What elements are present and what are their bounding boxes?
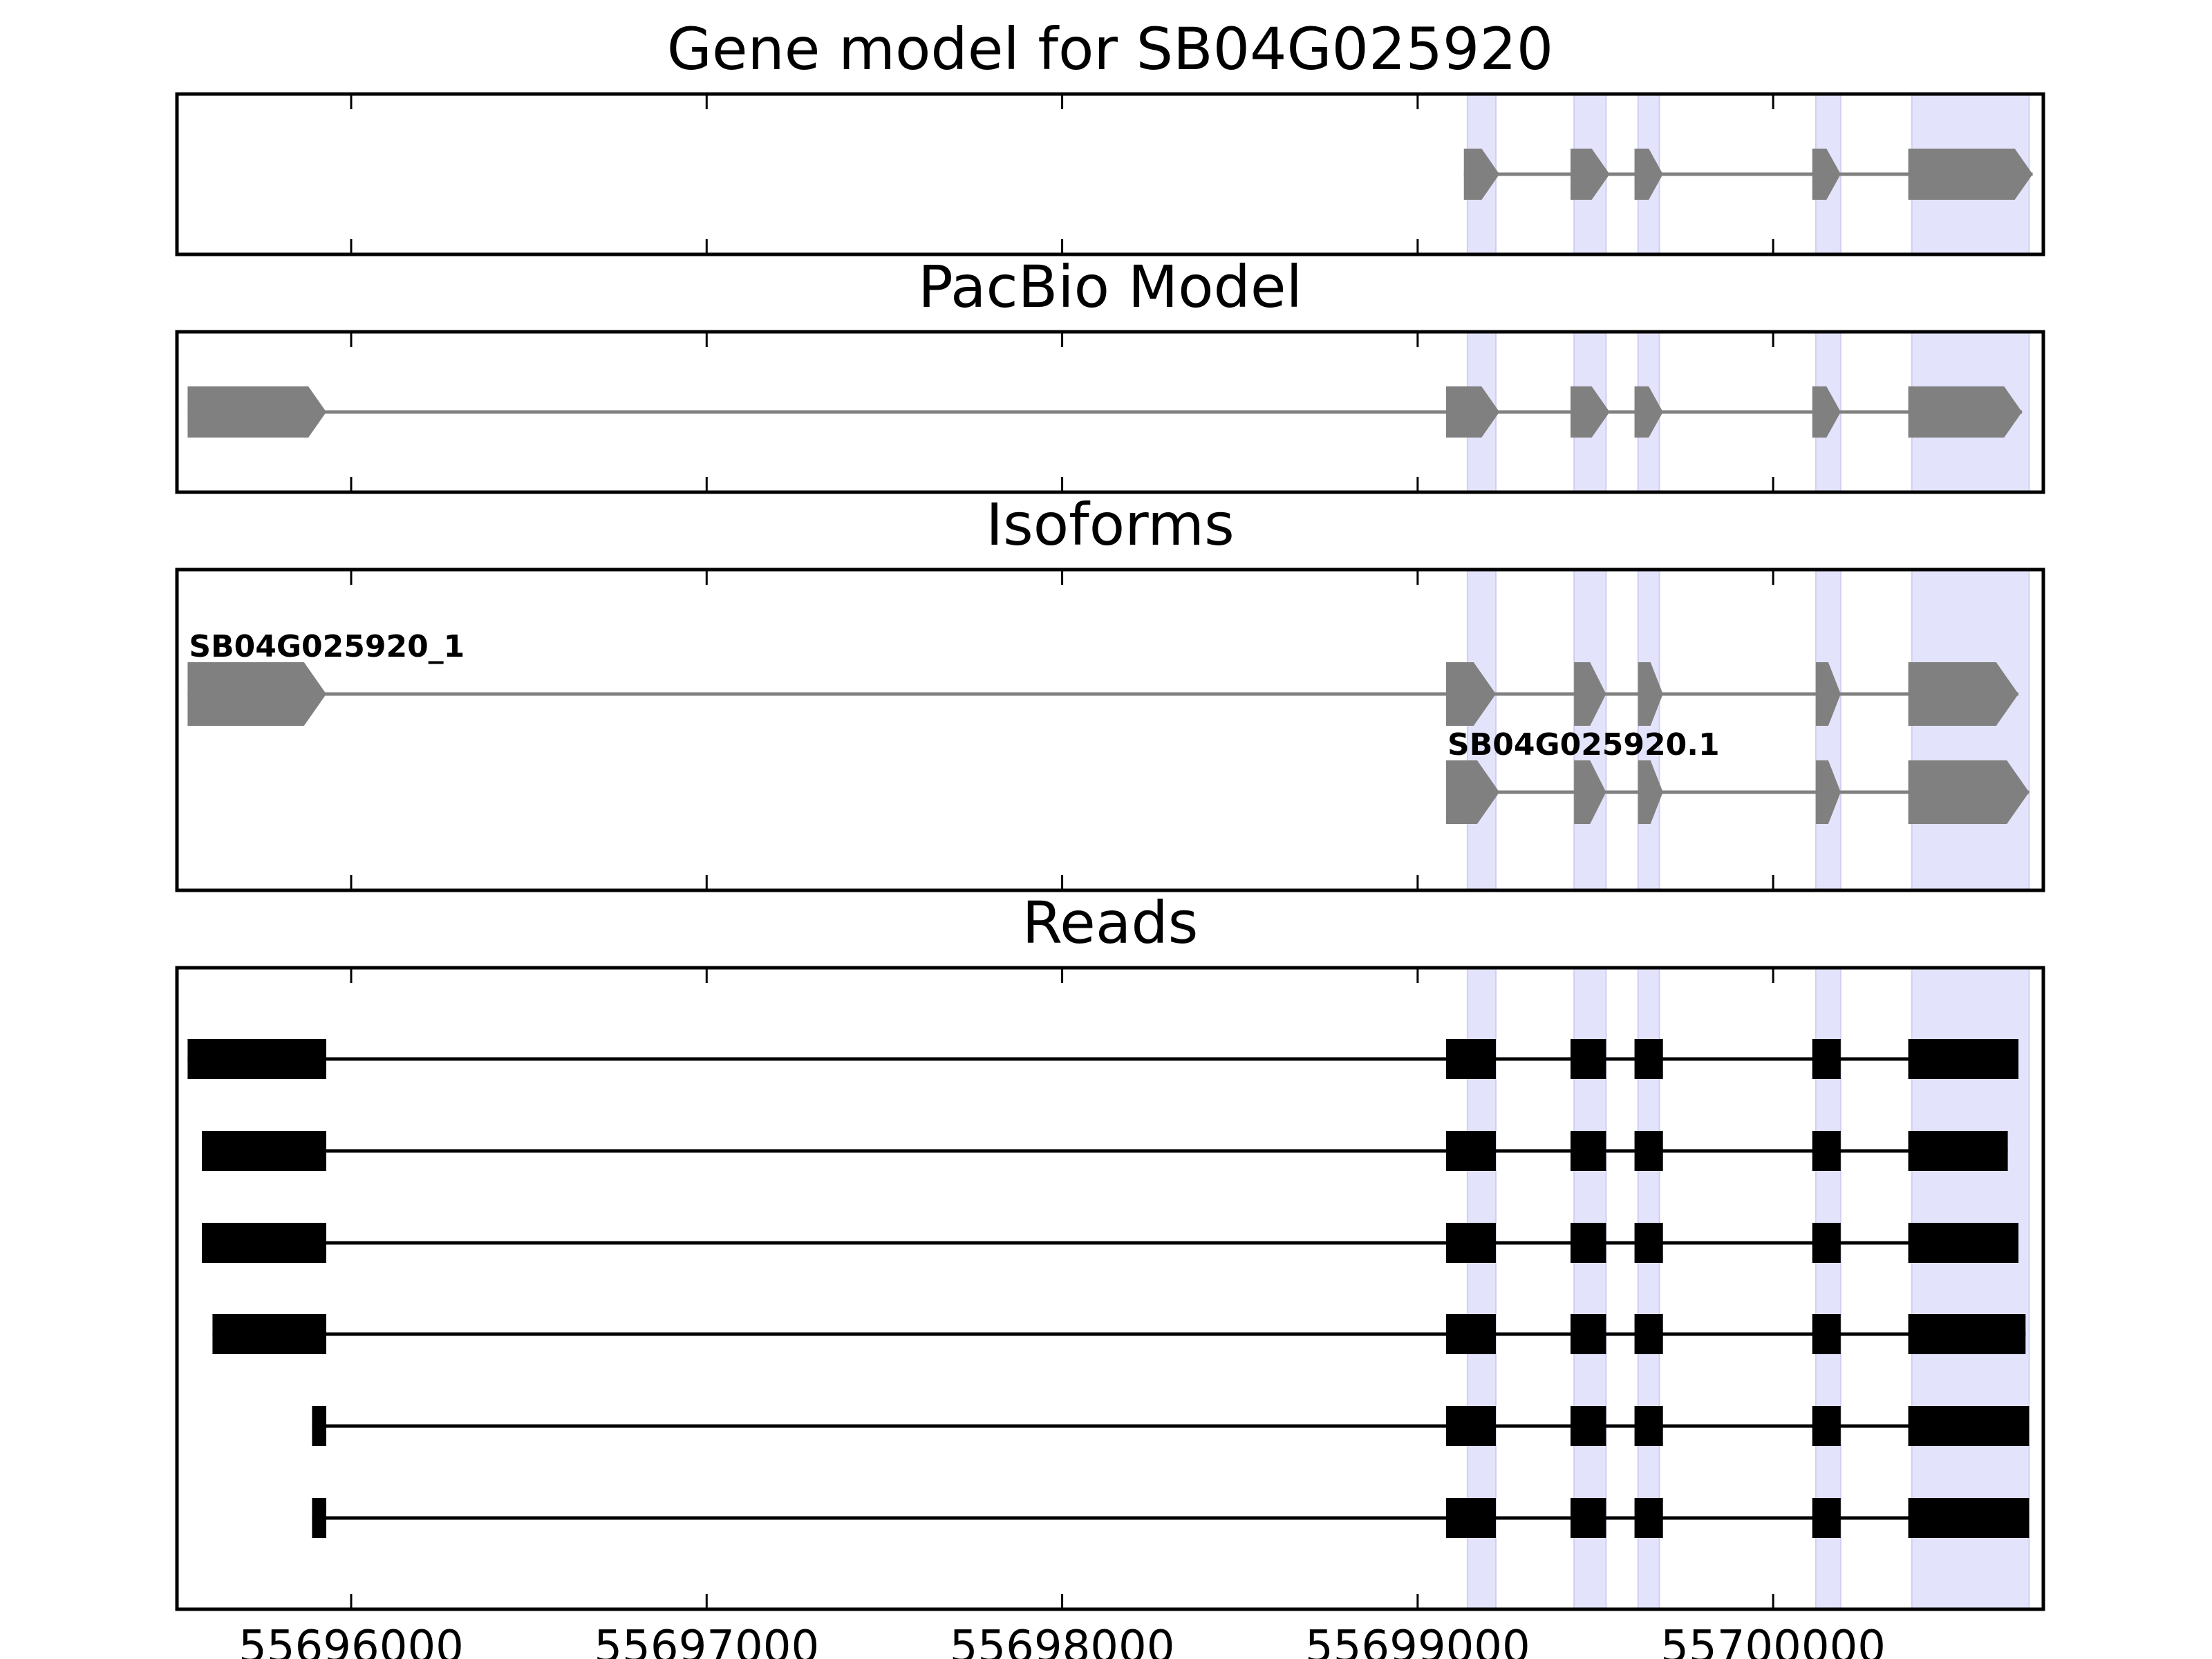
exon-block bbox=[1571, 386, 1610, 438]
highlight-band bbox=[1573, 569, 1607, 891]
read-exon-block bbox=[312, 1498, 326, 1538]
exon-block bbox=[1815, 760, 1841, 824]
isoforms-panel: Isoforms SB04G025920_1 SB04G025920.1 bbox=[175, 491, 2045, 892]
read-exon-block bbox=[1812, 1406, 1841, 1446]
axes-frame bbox=[175, 568, 2045, 892]
exon-block bbox=[1574, 760, 1606, 824]
read-exon-block bbox=[1908, 1131, 2008, 1171]
read-exon-block bbox=[1634, 1223, 1663, 1263]
exon-block bbox=[1634, 386, 1663, 438]
exon-block bbox=[1638, 662, 1663, 726]
x-tick-label: 55696000 bbox=[238, 1622, 464, 1659]
read-exon-block bbox=[1908, 1223, 2018, 1263]
read-exon-block bbox=[202, 1131, 326, 1171]
read-exon-block bbox=[1571, 1223, 1606, 1263]
exon-block bbox=[1463, 149, 1500, 200]
axes-frame bbox=[175, 966, 2045, 1611]
exon-block bbox=[187, 386, 326, 438]
panels: Gene model for SB04G025920 PacBio Model Is… bbox=[175, 15, 2045, 1659]
read-exon-block bbox=[1812, 1223, 1841, 1263]
read-exon-block bbox=[1634, 1498, 1663, 1538]
read-exon-block bbox=[1908, 1314, 2026, 1354]
exon-block bbox=[1634, 149, 1663, 200]
exon-block bbox=[1908, 760, 2030, 824]
gene-model-panel: Gene model for SB04G025920 bbox=[175, 15, 2045, 256]
reads-panel: Reads 55696000 55697000 55698000 55699000 557… bbox=[175, 889, 2045, 1659]
read-exon-block bbox=[1446, 1406, 1496, 1446]
exon-block bbox=[1446, 760, 1500, 824]
read-exon-block bbox=[1571, 1314, 1606, 1354]
read-exon-block bbox=[1571, 1406, 1606, 1446]
exon-block bbox=[1908, 386, 2023, 438]
read-exon-block bbox=[1571, 1039, 1606, 1079]
read-exon-block bbox=[212, 1314, 326, 1354]
read-exon-block bbox=[1812, 1039, 1841, 1079]
read-exon-block bbox=[1908, 1039, 2018, 1079]
axes-frame bbox=[175, 92, 2045, 256]
read-exon-block bbox=[1908, 1406, 2030, 1446]
read-exon-block bbox=[1634, 1039, 1663, 1079]
panel-title: Isoforms bbox=[986, 491, 1235, 559]
read-exon-block bbox=[1908, 1498, 2030, 1538]
read-exon-block bbox=[1812, 1131, 1841, 1171]
read-exon-block bbox=[1571, 1498, 1606, 1538]
read-exon-block bbox=[1634, 1406, 1663, 1446]
exon-block bbox=[1908, 149, 2033, 200]
read-exon-block bbox=[1446, 1131, 1496, 1171]
exon-block bbox=[1638, 760, 1663, 824]
x-tick-label: 55700000 bbox=[1660, 1622, 1886, 1659]
panel-title: PacBio Model bbox=[918, 253, 1302, 321]
x-tick-label: 55698000 bbox=[950, 1622, 1175, 1659]
x-tick-label: 55699000 bbox=[1305, 1622, 1530, 1659]
read-exon-block bbox=[1634, 1314, 1663, 1354]
read-exon-block bbox=[1446, 1223, 1496, 1263]
x-tick-label: 55697000 bbox=[594, 1622, 819, 1659]
read-exon-block bbox=[1446, 1314, 1496, 1354]
read-exon-block bbox=[202, 1223, 326, 1263]
exon-block bbox=[1812, 149, 1841, 200]
highlight-band bbox=[1911, 569, 2030, 891]
exon-block bbox=[1446, 386, 1500, 438]
exon-block bbox=[1812, 386, 1841, 438]
panel-title: Gene model for SB04G025920 bbox=[667, 15, 1553, 83]
exon-block bbox=[1908, 662, 2018, 726]
read-exon-block bbox=[187, 1039, 326, 1079]
read-exon-block bbox=[1446, 1039, 1496, 1079]
pacbio-model-panel: PacBio Model bbox=[175, 253, 2045, 494]
isoform-label: SB04G025920.1 bbox=[1447, 727, 1720, 762]
panel-title: Reads bbox=[1022, 889, 1199, 957]
exon-block bbox=[1446, 662, 1496, 726]
isoform-label: SB04G025920_1 bbox=[189, 629, 465, 664]
read-exon-block bbox=[1571, 1131, 1606, 1171]
exon-block bbox=[1815, 662, 1841, 726]
read-exon-block bbox=[1812, 1314, 1841, 1354]
axes-frame bbox=[175, 330, 2045, 494]
exon-block bbox=[1574, 662, 1606, 726]
read-exon-block bbox=[1634, 1131, 1663, 1171]
read-exon-block bbox=[312, 1406, 326, 1446]
highlight-band bbox=[1815, 569, 1841, 891]
exon-block bbox=[1571, 149, 1610, 200]
read-exon-block bbox=[1812, 1498, 1841, 1538]
exon-block bbox=[187, 662, 326, 726]
read-exon-block bbox=[1446, 1498, 1496, 1538]
